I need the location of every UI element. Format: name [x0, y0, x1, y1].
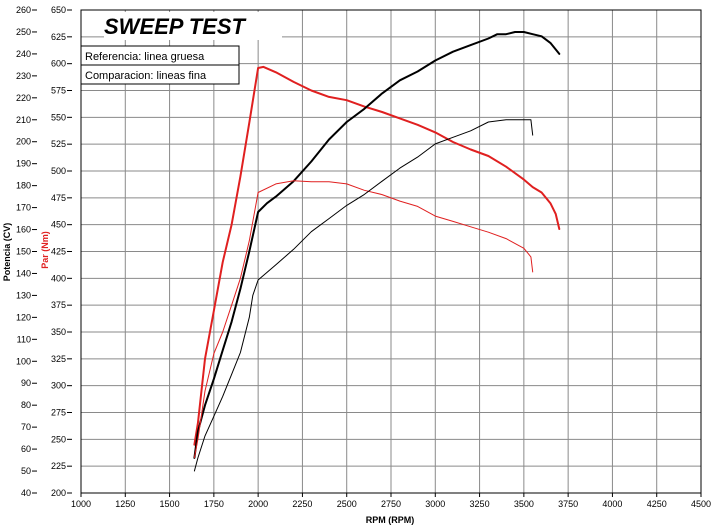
torque-tick-label: 500: [51, 166, 66, 176]
x-tick-label: 4000: [602, 499, 622, 509]
x-tick-label: 3000: [425, 499, 445, 509]
tick-labels: 1000 1250 1500 1750 2000 2250 2500 2750 3000 3250…: [16, 5, 711, 509]
power-tick-label: 230: [16, 71, 31, 81]
torque-tick-label: 550: [51, 112, 66, 122]
power-tick-label: 150: [16, 247, 31, 257]
legend-box: Referencia: linea gruesa Comparacion: li…: [80, 45, 240, 85]
power-tick-label: 120: [16, 312, 31, 322]
power-tick-label: 110: [17, 334, 31, 344]
power-tick-label: 160: [16, 225, 31, 235]
torque-tick-label: 575: [51, 86, 66, 96]
torque-tick-label: 325: [51, 354, 66, 364]
power-axis-title: Potencia (CV): [2, 223, 12, 282]
series-layer: [193, 31, 561, 472]
torque-tick-label: 225: [51, 461, 66, 471]
power-tick-label: 210: [16, 115, 31, 125]
x-tick-label: 2750: [381, 499, 401, 509]
power-tick-label: 250: [16, 27, 31, 37]
power-tick-label: 70: [21, 422, 31, 432]
power-tick-label: 40: [21, 488, 31, 498]
x-tick-label: 2000: [248, 499, 268, 509]
power-tick-label: 180: [16, 181, 31, 191]
series-line-4: [193, 119, 534, 472]
torque-tick-label: 300: [51, 381, 66, 391]
chart-title: SWEEP TEST: [104, 14, 247, 39]
torque-tick-label: 650: [51, 5, 66, 15]
x-tick-label: 4250: [647, 499, 667, 509]
torque-tick-label: 375: [51, 300, 66, 310]
power-tick-label: 170: [16, 203, 31, 213]
torque-axis-title: Par (Nm): [40, 231, 50, 269]
torque-tick-label: 475: [51, 193, 66, 203]
torque-tick-label: 425: [51, 247, 66, 257]
power-tick-label: 60: [21, 444, 31, 454]
grid-lines: [80, 9, 702, 494]
legend-entry-comparison: Comparacion: lineas fina: [85, 70, 207, 82]
power-tick-label: 90: [21, 378, 31, 388]
torque-tick-label: 600: [51, 59, 66, 69]
torque-tick-label: 625: [51, 32, 66, 42]
x-tick-label: 1750: [204, 499, 224, 509]
x-tick-label: 1250: [115, 499, 135, 509]
x-tick-label: 3750: [558, 499, 578, 509]
power-tick-label: 260: [16, 5, 31, 15]
legend-entry-reference: Referencia: linea gruesa: [85, 51, 205, 63]
x-tick-label: 2250: [292, 499, 312, 509]
series-line-1: [193, 65, 561, 446]
x-tick-label: 2500: [337, 499, 357, 509]
power-tick-label: 200: [16, 137, 31, 147]
power-tick-label: 50: [21, 466, 31, 476]
x-tick-label: 3500: [514, 499, 534, 509]
torque-tick-label: 450: [51, 220, 66, 230]
power-tick-label: 100: [16, 356, 31, 366]
torque-tick-label: 350: [51, 327, 66, 337]
torque-tick-label: 200: [51, 488, 66, 498]
power-tick-label: 140: [16, 268, 31, 278]
x-tick-label: 3250: [470, 499, 490, 509]
torque-tick-label: 525: [51, 139, 66, 149]
x-tick-label: 4500: [691, 499, 711, 509]
torque-tick-label: 400: [51, 273, 66, 283]
power-tick-label: 220: [16, 93, 31, 103]
torque-tick-label: 275: [51, 408, 66, 418]
series-line-2: [193, 31, 561, 459]
power-tick-label: 240: [16, 49, 31, 59]
power-tick-label: 130: [16, 290, 31, 300]
power-tick-label: 190: [16, 159, 31, 169]
x-tick-label: 1000: [71, 499, 91, 509]
x-tick-label: 1500: [160, 499, 180, 509]
title-backdrop: [104, 12, 282, 40]
torque-tick-label: 250: [51, 434, 66, 444]
series-line-3: [193, 180, 534, 459]
x-axis-title: RPM (RPM): [366, 515, 415, 525]
power-tick-label: 80: [21, 400, 31, 410]
